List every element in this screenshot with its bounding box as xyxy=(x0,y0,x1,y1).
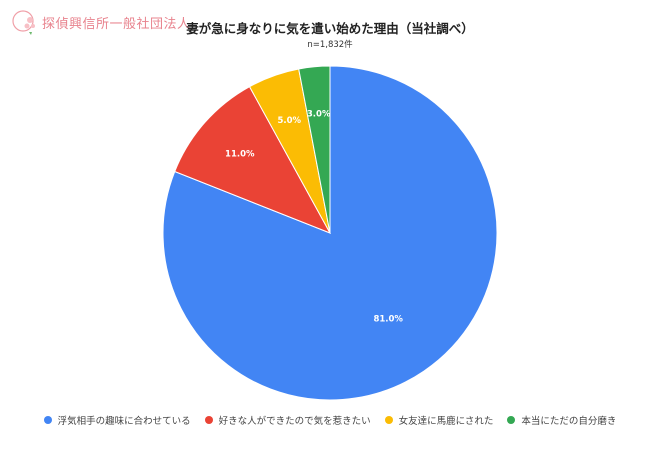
legend-dot-icon xyxy=(384,416,393,424)
legend-label: 好きな人ができたので気を惹きたい xyxy=(218,416,371,427)
legend-dot-icon xyxy=(43,416,52,424)
legend-item: 女友達に馬鹿にされた xyxy=(384,413,494,427)
chart-subtitle: n=1,832件 xyxy=(307,40,353,50)
pie-slice xyxy=(298,65,331,234)
legend-item: 本当にただの自分磨き xyxy=(507,413,616,427)
slice-value-label: 5.0% xyxy=(277,116,301,126)
legend-dot-icon xyxy=(507,416,516,424)
pie-slice xyxy=(162,65,498,401)
chart-title: 妻が急に身なりに気を遣い始めた理由（当社調べ） xyxy=(186,21,474,36)
chart-legend: 浮気相手の趣味に合わせている 好きな人ができたので気を惹きたい 女友達に馬鹿にされた… xyxy=(0,413,660,427)
slice-value-label: 3.0% xyxy=(307,109,331,119)
cherry-blossom-logo-icon xyxy=(12,10,35,35)
slice-value-label: 81.0% xyxy=(373,315,403,325)
logo: 探偵興信所一般社団法人 xyxy=(10,8,191,36)
legend-label: 浮気相手の趣味に合わせている xyxy=(57,416,191,427)
legend-item: 好きな人ができたので気を惹きたい xyxy=(204,413,371,427)
legend-label: 女友達に馬鹿にされた xyxy=(398,416,494,427)
slice-value-label: 11.0% xyxy=(225,149,255,159)
legend-label: 本当にただの自分磨き xyxy=(521,416,617,427)
legend-dot-icon xyxy=(204,416,213,424)
logo-text: 探偵興信所一般社団法人 xyxy=(42,16,191,32)
legend-item: 浮気相手の趣味に合わせている xyxy=(43,413,191,427)
pie-slice xyxy=(174,85,332,234)
